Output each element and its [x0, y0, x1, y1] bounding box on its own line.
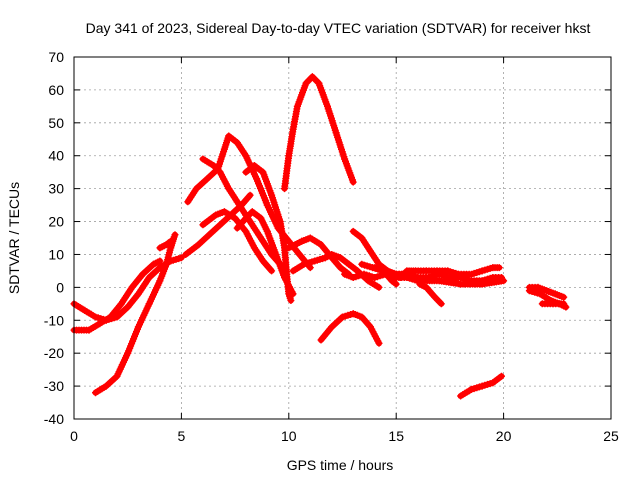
- series-sat-b: [70, 257, 164, 334]
- x-tick-label: 5: [178, 428, 186, 444]
- data-point: [287, 297, 295, 304]
- data-point: [400, 270, 408, 278]
- data-point: [409, 267, 417, 275]
- data-point: [375, 283, 383, 291]
- y-tick-label: 0: [56, 279, 64, 295]
- data-point: [436, 298, 444, 306]
- data-point: [302, 79, 310, 87]
- grid-lines: [74, 57, 611, 419]
- data-point: [349, 178, 357, 186]
- data-point: [313, 78, 321, 86]
- data-point: [268, 267, 276, 275]
- series-sat-d: [156, 237, 175, 252]
- series-sat-t: [416, 280, 445, 308]
- data-point: [392, 280, 400, 288]
- data-point: [560, 293, 568, 301]
- y-tick-labels: -40 -30 -20 -10 0 10 20 30 40 50 60 70: [44, 49, 64, 427]
- y-tick-label: 50: [48, 115, 64, 131]
- data-point: [177, 254, 185, 262]
- data-point: [495, 264, 503, 272]
- x-tick-label: 20: [496, 428, 512, 444]
- axis-ticks: [73, 56, 612, 420]
- series-sat-v: [457, 372, 505, 400]
- series-sat-r: [371, 264, 400, 288]
- data-point: [437, 300, 445, 308]
- x-tick-label: 25: [603, 428, 619, 444]
- series-trace: [92, 231, 178, 396]
- data-point: [167, 237, 175, 245]
- y-tick-label: -30: [44, 378, 64, 394]
- x-tick-label: 15: [388, 428, 404, 444]
- y-tick-label: 10: [48, 246, 64, 262]
- series-sat-n: [317, 310, 383, 347]
- y-tick-label: 20: [48, 214, 64, 230]
- y-tick-label: 70: [48, 49, 64, 65]
- y-tick-label: -40: [44, 411, 64, 427]
- series-sat-y: [538, 300, 568, 308]
- series-sat-i: [233, 208, 297, 298]
- data-series: [70, 73, 570, 400]
- series-sat-s: [397, 267, 417, 281]
- y-tick-label: 30: [48, 181, 64, 197]
- x-axis-label: GPS time / hours: [287, 457, 394, 473]
- data-point: [310, 74, 318, 82]
- y-tick-label: -10: [44, 312, 64, 328]
- data-point: [498, 274, 505, 281]
- data-point: [560, 300, 568, 308]
- x-tick-labels: 0 5 10 15 20 25: [70, 428, 619, 444]
- data-point: [244, 213, 251, 221]
- series-sat-j: [242, 162, 295, 304]
- y-axis-label: SDTVAR / TECUs: [6, 182, 22, 294]
- data-point: [375, 339, 383, 347]
- y-tick-label: 40: [48, 148, 64, 164]
- data-point: [398, 272, 406, 280]
- y-tick-label: 60: [48, 82, 64, 98]
- data-point: [305, 76, 313, 84]
- data-point: [498, 372, 505, 380]
- series-sat-f: [184, 132, 314, 272]
- data-point: [156, 257, 164, 265]
- data-point: [246, 191, 254, 199]
- data-point: [433, 295, 440, 303]
- y-tick-label: -20: [44, 345, 64, 361]
- series-sat-g: [199, 155, 284, 268]
- data-point: [171, 231, 179, 239]
- chart-title: Day 341 of 2023, Sidereal Day-to-day VTE…: [86, 20, 591, 36]
- x-tick-label: 10: [281, 428, 297, 444]
- series-trace: [281, 73, 357, 192]
- x-tick-label: 0: [70, 428, 78, 444]
- series-sat-c: [92, 231, 179, 397]
- series-sat-k: [281, 73, 357, 193]
- series-sat-u: [467, 264, 503, 278]
- data-point: [210, 162, 218, 170]
- plot-frame: [73, 56, 612, 420]
